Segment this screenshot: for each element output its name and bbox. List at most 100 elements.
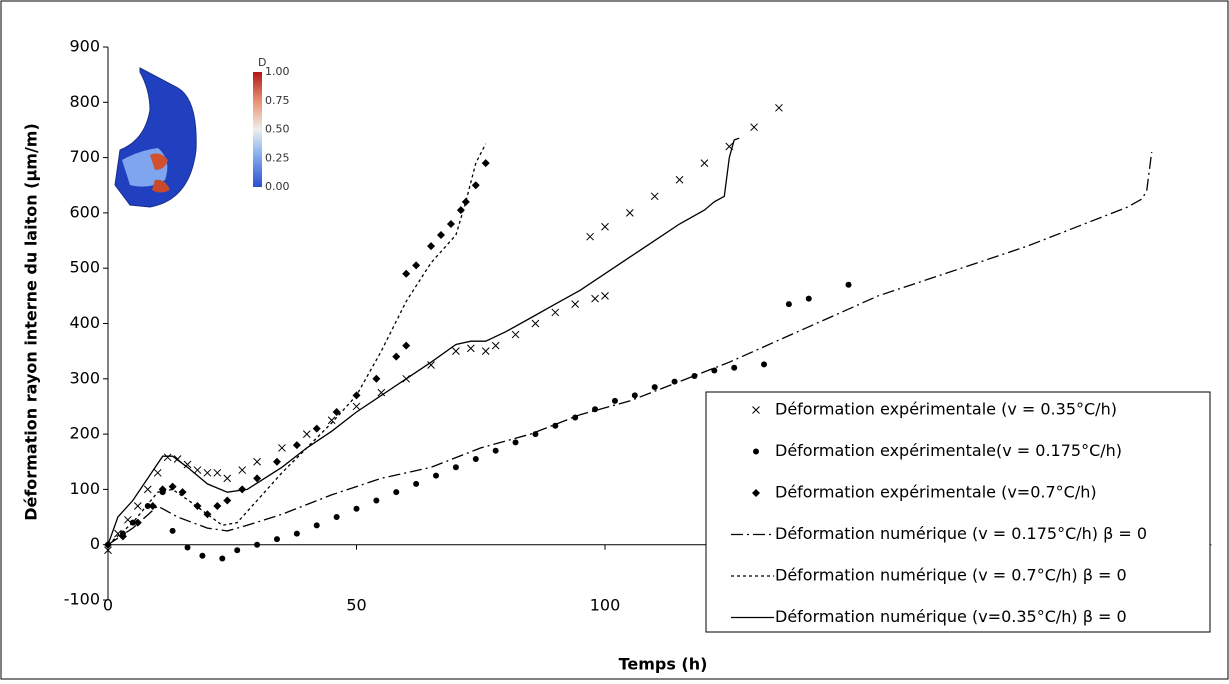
point [675, 175, 684, 184]
point [213, 501, 222, 510]
point [133, 518, 142, 527]
point [184, 544, 191, 551]
point [293, 530, 300, 537]
point [700, 159, 709, 167]
x-tick-label: 100 [590, 596, 621, 615]
point [273, 536, 280, 543]
point [372, 374, 381, 383]
point [785, 301, 792, 308]
legend-box [705, 391, 1211, 633]
point [531, 319, 540, 328]
line [107, 152, 1153, 546]
point [169, 527, 176, 534]
point [133, 502, 142, 510]
point [312, 424, 321, 433]
y-tick-label: 600 [69, 202, 100, 221]
point [327, 416, 336, 425]
point [427, 361, 435, 369]
inset-image [114, 67, 262, 208]
point [805, 295, 812, 302]
colorbar-label: 1.00 [265, 65, 290, 78]
legend-symbol [752, 406, 760, 414]
point [491, 341, 500, 350]
point [193, 466, 202, 474]
point [761, 361, 768, 368]
point [413, 480, 420, 487]
y-tick-label: 500 [69, 258, 100, 277]
y-tick-label: 100 [69, 479, 100, 498]
point [253, 457, 261, 466]
point [223, 496, 232, 505]
point [253, 474, 262, 483]
point [223, 474, 232, 483]
point [775, 103, 783, 112]
point [436, 231, 445, 240]
point [691, 373, 698, 380]
point [168, 482, 177, 491]
point [163, 453, 172, 462]
point [234, 547, 241, 554]
point [153, 468, 162, 477]
y-tick-label: -100 [64, 590, 100, 609]
point [373, 497, 380, 504]
point [332, 407, 341, 416]
point [511, 330, 520, 339]
point [650, 192, 659, 201]
legend-label: Déformation numérique (v=0.35°C/h) β = 0 [775, 607, 1127, 626]
legend-symbol [753, 448, 759, 455]
legend-label: Déformation expérimentale (v = 0.35°C/h) [775, 400, 1117, 419]
y-tick-label: 0 [90, 534, 100, 553]
point [591, 294, 599, 303]
point [402, 269, 411, 278]
point [466, 344, 475, 353]
colorbar-label: 0.00 [265, 180, 290, 193]
point [446, 219, 455, 228]
point [532, 431, 539, 438]
y-axis-label: Déformation rayon interne du laiton (µm/… [22, 123, 41, 521]
point [353, 505, 360, 512]
point [238, 485, 247, 494]
point [183, 460, 192, 469]
point [278, 444, 286, 452]
legend-label: Déformation numérique (v = 0.7°C/h) β = … [775, 566, 1127, 585]
point [601, 222, 609, 231]
legend-label: Déformation expérimentale (v=0.7°C/h) [775, 483, 1097, 502]
point [272, 457, 281, 466]
point [219, 555, 226, 562]
legend-symbol [752, 489, 760, 497]
x-tick-label: 50 [346, 596, 366, 615]
point [512, 439, 519, 446]
y-tick-label: 900 [69, 37, 100, 56]
point [104, 546, 112, 555]
point [671, 378, 678, 385]
x-axis-label: Temps (h) [619, 655, 708, 674]
point [352, 402, 361, 411]
point [402, 341, 411, 350]
point [412, 261, 421, 270]
x-tick-label: 0 [103, 596, 113, 615]
point [143, 485, 152, 494]
point [471, 181, 480, 190]
point [631, 392, 638, 399]
point [427, 242, 436, 251]
point [492, 447, 499, 454]
plot-area [104, 103, 1153, 562]
point [433, 472, 440, 479]
point [148, 501, 157, 510]
point [292, 441, 301, 450]
point [144, 502, 151, 509]
colorbar-label: 0.75 [265, 94, 290, 107]
point [461, 197, 470, 206]
y-tick-label: 400 [69, 313, 100, 332]
point [199, 552, 206, 559]
point [625, 209, 634, 217]
inset-label: D [258, 56, 266, 69]
point [203, 468, 212, 477]
point [377, 388, 386, 397]
point [571, 300, 580, 308]
point [254, 541, 261, 548]
y-tick-label: 800 [69, 92, 100, 111]
y-tick-label: 700 [69, 147, 100, 166]
point [333, 514, 340, 521]
line [107, 137, 740, 545]
